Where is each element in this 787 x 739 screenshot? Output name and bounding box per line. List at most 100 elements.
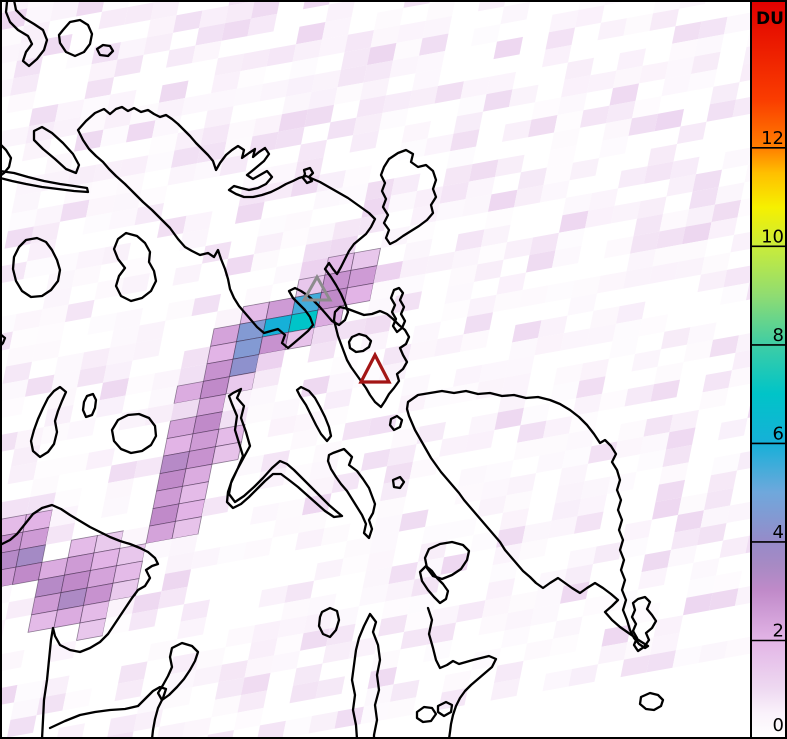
heatmap-cell (142, 538, 172, 562)
heatmap-cell (545, 27, 575, 50)
heatmap-cell (726, 501, 751, 523)
heatmap-cell (81, 94, 111, 117)
heatmap-cell (0, 60, 17, 81)
heatmap-cell (215, 677, 245, 700)
heatmap-cell (500, 1, 530, 25)
heatmap-cell (454, 482, 484, 505)
heatmap-cell (35, 322, 65, 345)
heatmap-cell (14, 427, 44, 450)
heatmap-cell (457, 94, 487, 117)
heatmap-cell (241, 672, 271, 696)
heatmap-cell (687, 322, 717, 345)
heatmap-cell (280, 227, 310, 250)
heatmap-cell (469, 159, 499, 182)
heatmap-cell (504, 608, 534, 631)
heatmap-cell (247, 13, 277, 37)
heatmap-cell (607, 471, 637, 494)
heatmap-cell (343, 536, 373, 559)
heatmap-cell (562, 446, 592, 469)
heatmap-cell (616, 48, 646, 71)
heatmap-cell (173, 10, 203, 33)
heatmap-cell (653, 0, 681, 14)
heatmap-cell (401, 121, 431, 144)
heatmap-cell (559, 210, 589, 233)
heatmap-cell (101, 495, 131, 518)
heatmap-cell (709, 588, 739, 611)
heatmap-cell (588, 188, 618, 211)
heatmap-cell (490, 678, 520, 701)
heatmap-cell (237, 690, 267, 713)
heatmap-cell (249, 131, 279, 154)
heatmap-cell (560, 581, 590, 604)
heatmap-cell (298, 510, 328, 533)
heatmap-cell (308, 87, 338, 110)
heatmap-cell (66, 417, 96, 440)
heatmap-cell (398, 138, 428, 161)
heatmap-cell (217, 542, 247, 565)
coastline-long-vertical-island-south (350, 612, 382, 739)
colorbar-tick-label: 2 (773, 621, 784, 642)
heatmap-cell (690, 558, 720, 581)
heatmap-cell (448, 264, 478, 287)
heatmap-cell (631, 602, 661, 625)
coastline-bottom-islet-cluster (156, 641, 200, 702)
heatmap-cell (0, 78, 14, 98)
heatmap-cell (257, 214, 287, 237)
heatmap-cell (207, 730, 234, 739)
heatmap-cell (597, 18, 627, 41)
heatmap-cell (557, 92, 587, 115)
heatmap-cell (271, 397, 301, 420)
heatmap-cell (580, 105, 610, 128)
heatmap-cell (248, 637, 278, 661)
heatmap-cell (732, 96, 751, 118)
heatmap-cell (0, 431, 18, 452)
heatmap-cell (275, 127, 305, 150)
heatmap-cell (426, 0, 456, 21)
heatmap-cell (207, 88, 237, 111)
heatmap-cell (732, 349, 751, 371)
heatmap-cell (367, 42, 397, 66)
heatmap-cell (72, 264, 102, 288)
heatmap-cell (107, 713, 137, 737)
heatmap-cell (318, 34, 348, 57)
heatmap-cell (522, 520, 552, 544)
heatmap-cell (593, 541, 623, 564)
heatmap-cell (42, 287, 72, 310)
heatmap-cell (496, 525, 526, 548)
heatmap-cell (9, 326, 39, 349)
heatmap-cell (233, 83, 263, 107)
heatmap-cell (662, 444, 692, 468)
coastline-vertical-island-west (29, 385, 68, 459)
heatmap-cell (408, 339, 438, 362)
heatmap-cell (192, 664, 222, 687)
coastline-comma-islet-2 (391, 475, 406, 490)
heatmap-cell (505, 355, 535, 378)
heatmap-cell (82, 212, 112, 235)
heatmap-cell (704, 488, 734, 511)
heatmap-cell (630, 231, 660, 254)
heatmap-cell (581, 476, 611, 499)
heatmap-cell (575, 5, 605, 28)
heatmap-cell (674, 510, 704, 533)
heatmap-cell (467, 294, 497, 317)
colorbar-tick-label: 8 (773, 325, 784, 346)
heatmap-cell (118, 661, 148, 684)
heatmap-cell (191, 547, 221, 570)
heatmap-cell (455, 229, 485, 252)
heatmap-cell (413, 186, 443, 209)
heatmap-cell (549, 10, 579, 33)
heatmap-cell (159, 80, 189, 103)
heatmap-cell (197, 141, 227, 164)
heatmap-cell (260, 450, 290, 473)
heatmap-cell (65, 299, 95, 323)
heatmap-cell (315, 676, 345, 699)
heatmap-cell (117, 37, 147, 60)
heatmap-cell (44, 404, 74, 428)
heatmap-cell (221, 18, 251, 41)
heatmap-cell (422, 16, 452, 39)
heatmap-cell (181, 93, 211, 116)
heatmap-cell (30, 474, 60, 498)
heatmap-cell (711, 453, 741, 476)
heatmap-cell (147, 15, 177, 38)
heatmap-cell (250, 502, 280, 525)
